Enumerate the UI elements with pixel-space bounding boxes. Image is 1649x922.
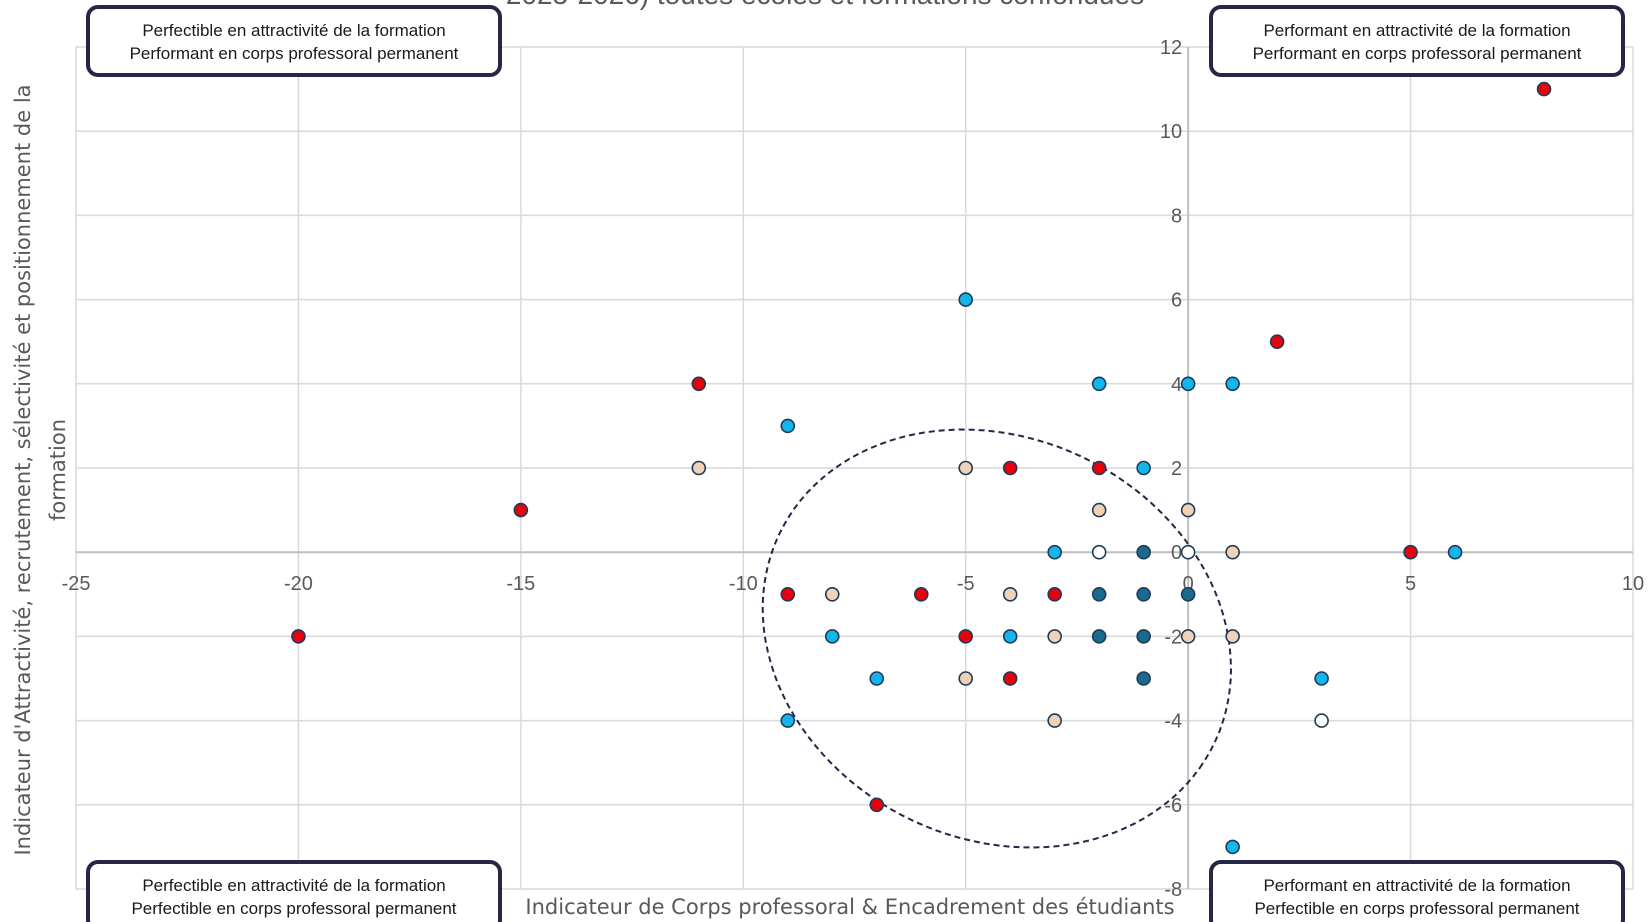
data-point bbox=[958, 292, 974, 307]
x-tick-label: 0 bbox=[1183, 573, 1194, 595]
data-point bbox=[1136, 586, 1151, 602]
data-point bbox=[1091, 629, 1107, 644]
y-tick-label: 12 bbox=[1160, 37, 1182, 59]
data-point bbox=[780, 418, 796, 434]
data-point bbox=[1047, 713, 1062, 728]
y-axis-title: Indicateur d'Attractivité, recrutement, … bbox=[11, 84, 70, 855]
x-tick-labels: -25 -20 -15 -10 -5 0 5 10 bbox=[62, 573, 1645, 595]
quadrant-bottom-right-line-1: Performant en attractivité de la formati… bbox=[1263, 876, 1570, 895]
data-point bbox=[1002, 586, 1018, 602]
data-point bbox=[1136, 460, 1151, 476]
data-point bbox=[291, 629, 306, 644]
data-point bbox=[1091, 544, 1107, 560]
quadrant-box-bottom-right: Performant en attractivité de la formati… bbox=[1209, 860, 1625, 922]
data-point bbox=[824, 629, 840, 644]
data-point bbox=[1091, 376, 1107, 392]
data-point bbox=[824, 586, 840, 602]
x-tick-label: 5 bbox=[1405, 573, 1416, 595]
quadrant-bottom-left-line-1: Perfectible en attractivité de la format… bbox=[142, 876, 445, 895]
data-point bbox=[1047, 629, 1062, 644]
quadrant-box-top-right: Performant en attractivité de la formati… bbox=[1209, 5, 1625, 77]
data-point bbox=[1180, 544, 1196, 560]
x-tick-label: -15 bbox=[506, 573, 535, 595]
data-point bbox=[958, 671, 974, 686]
y-axis-title-line-1: Indicateur d'Attractivité, recrutement, … bbox=[11, 84, 35, 855]
data-point bbox=[1225, 376, 1240, 392]
data-point bbox=[1225, 629, 1240, 644]
data-point bbox=[513, 502, 529, 518]
data-point bbox=[1136, 629, 1151, 644]
data-point bbox=[780, 586, 796, 602]
data-point bbox=[1180, 502, 1196, 518]
data-point bbox=[1136, 544, 1151, 560]
gridlines bbox=[75, 46, 1634, 890]
data-point bbox=[1225, 839, 1240, 855]
data-point bbox=[1314, 713, 1329, 728]
data-point bbox=[1047, 586, 1062, 602]
quadrant-top-right-line-2: Performant en corps professoral permanen… bbox=[1253, 44, 1582, 63]
data-point bbox=[1002, 671, 1018, 686]
quadrant-bottom-left-line-2: Perfectible en corps professoral permane… bbox=[131, 899, 456, 918]
data-point bbox=[869, 671, 885, 686]
x-tick-label: -20 bbox=[284, 573, 313, 595]
data-point bbox=[1002, 460, 1018, 476]
y-tick-label: 4 bbox=[1171, 374, 1182, 396]
data-point bbox=[1225, 544, 1240, 560]
x-tick-label: 10 bbox=[1622, 573, 1644, 595]
data-point bbox=[958, 629, 974, 644]
data-point bbox=[1447, 544, 1463, 560]
data-point bbox=[691, 460, 707, 476]
data-point bbox=[780, 713, 796, 728]
data-point bbox=[1180, 376, 1196, 392]
quadrant-bottom-right-line-2: Perfectible en corps professoral permane… bbox=[1254, 899, 1579, 918]
chart-title: 2025-2026) toutes écoles et formations c… bbox=[506, 0, 1144, 10]
quadrant-box-bottom-left: Perfectible en attractivité de la format… bbox=[86, 860, 502, 922]
y-tick-label: -8 bbox=[1164, 879, 1182, 901]
data-point bbox=[1091, 502, 1107, 518]
quadrant-top-left-line-2: Performant en corps professoral permanen… bbox=[130, 44, 459, 63]
data-point bbox=[1136, 671, 1151, 686]
x-tick-label: -25 bbox=[62, 573, 91, 595]
data-point bbox=[1536, 81, 1552, 97]
data-point bbox=[1091, 460, 1107, 476]
y-tick-label: 8 bbox=[1171, 205, 1182, 227]
data-point bbox=[1403, 544, 1418, 560]
y-tick-label: 6 bbox=[1171, 290, 1182, 312]
y-tick-label: -4 bbox=[1164, 711, 1182, 733]
axes bbox=[76, 47, 1633, 889]
data-point bbox=[1269, 334, 1285, 350]
quadrant-top-left-line-1: Perfectible en attractivité de la format… bbox=[142, 21, 445, 40]
y-tick-label: 2 bbox=[1171, 458, 1182, 480]
y-tick-labels: -8 -6 -4 -2 0 2 4 6 8 10 12 bbox=[1160, 37, 1182, 901]
quadrant-box-top-left: Perfectible en attractivité de la format… bbox=[86, 5, 502, 77]
y-tick-label: -6 bbox=[1164, 795, 1182, 817]
data-point bbox=[1314, 671, 1329, 686]
data-point bbox=[1002, 629, 1018, 644]
data-point bbox=[1180, 629, 1196, 644]
y-axis-title-line-2: formation bbox=[46, 419, 70, 521]
y-tick-label: 10 bbox=[1160, 121, 1182, 143]
data-point bbox=[1091, 586, 1107, 602]
data-points bbox=[291, 81, 1552, 855]
data-point bbox=[958, 460, 974, 476]
data-point bbox=[869, 797, 885, 813]
data-point bbox=[1180, 586, 1196, 602]
quadrant-top-right-line-1: Performant en attractivité de la formati… bbox=[1263, 21, 1570, 40]
x-tick-label: -5 bbox=[957, 573, 975, 595]
y-tick-label: 0 bbox=[1171, 542, 1182, 564]
y-tick-label: -2 bbox=[1164, 626, 1182, 648]
data-point bbox=[691, 376, 707, 392]
data-point bbox=[1047, 544, 1062, 560]
x-axis-title: Indicateur de Corps professoral & Encadr… bbox=[525, 895, 1174, 919]
cluster-ellipse bbox=[761, 428, 1233, 849]
x-tick-label: -10 bbox=[729, 573, 758, 595]
data-point bbox=[913, 586, 929, 602]
